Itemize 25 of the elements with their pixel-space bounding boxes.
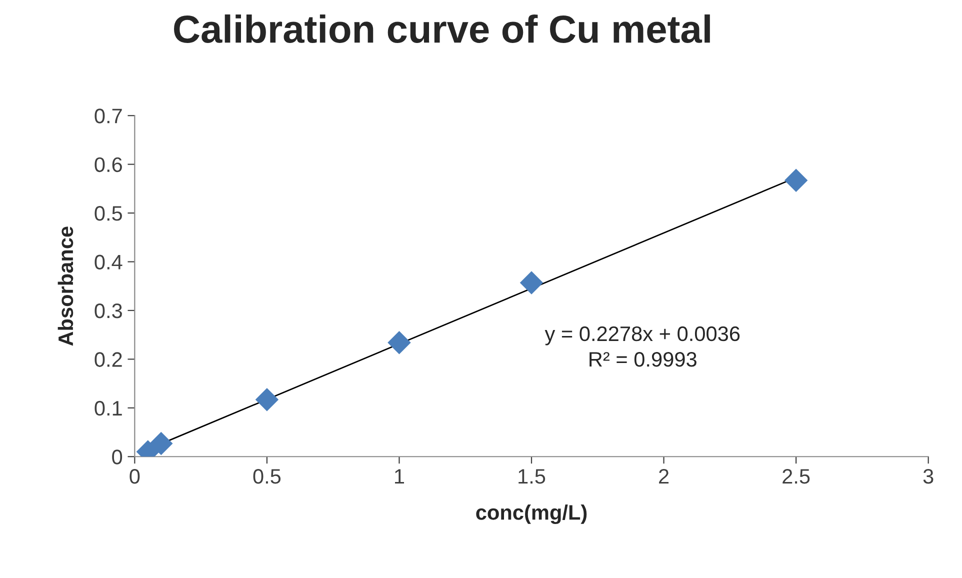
y-tick-label: 0.4: [94, 254, 122, 270]
chart-title: Calibration curve of Cu metal: [174, 14, 710, 44]
x-tick-label: 1.5: [518, 469, 546, 484]
x-tick-label: 1: [395, 469, 404, 484]
y-axis-title: Absorbance: [58, 226, 74, 346]
x-tick-label: 0: [130, 468, 140, 484]
x-tick-label: 0.5: [253, 468, 281, 484]
annotation: y = 0.2278x + 0.0036: [544, 326, 740, 346]
x-tick-label: 2: [659, 468, 669, 484]
y-tick-label: 0: [112, 450, 122, 464]
x-axis-title: conc(mg/L): [476, 504, 587, 524]
y-tick-label: 0.7: [94, 108, 122, 124]
point: [150, 432, 173, 456]
y-tick-label: 0.1: [94, 400, 122, 416]
point: [520, 271, 544, 294]
x-tick-label: 2.5: [782, 468, 810, 484]
y-tick-label: 0.2: [94, 352, 122, 367]
point: [255, 388, 279, 412]
y-tick-label: 0.6: [94, 157, 122, 172]
y-tick-label: 0.3: [94, 303, 122, 318]
x-tick-label: 3: [923, 468, 934, 484]
point: [784, 168, 808, 192]
annotation: R² = 0.9993: [590, 352, 696, 367]
point: [388, 331, 411, 354]
y-tick-label: 0.5: [94, 206, 122, 221]
